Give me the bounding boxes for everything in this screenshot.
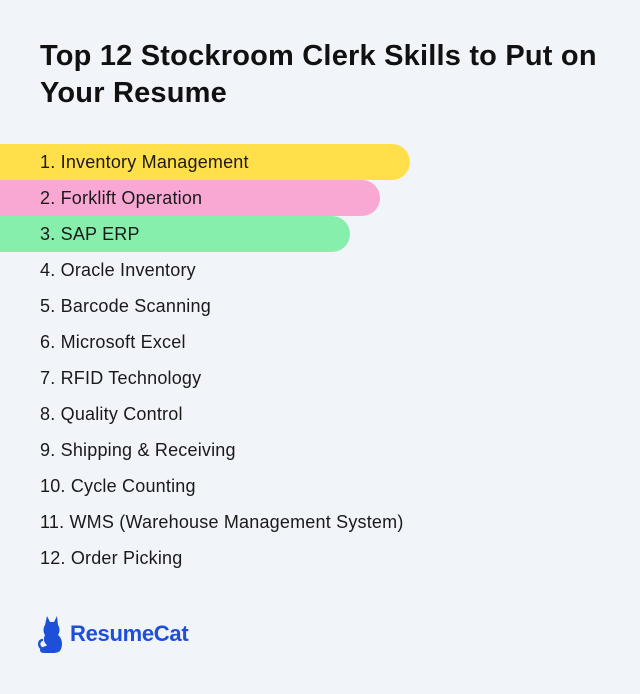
- skill-label: 3. SAP ERP: [40, 223, 140, 244]
- cat-icon: [38, 616, 62, 653]
- skill-item-9: 9. Shipping & Receiving: [0, 432, 640, 468]
- logo-text: ResumeCat: [70, 621, 189, 646]
- skill-item-11: 11. WMS (Warehouse Management System): [0, 504, 640, 540]
- skill-label: 7. RFID Technology: [40, 367, 202, 388]
- skill-item-3: 3. SAP ERP: [0, 216, 350, 252]
- skill-item-5: 5. Barcode Scanning: [0, 288, 640, 324]
- skill-item-1: 1. Inventory Management: [0, 144, 410, 180]
- skill-label: 2. Forklift Operation: [40, 187, 203, 208]
- skill-list: 1. Inventory Management 2. Forklift Oper…: [0, 144, 640, 576]
- skill-label: 10. Cycle Counting: [40, 475, 196, 496]
- skill-label: 5. Barcode Scanning: [40, 295, 211, 316]
- skill-item-4: 4. Oracle Inventory: [0, 252, 640, 288]
- skill-item-12: 12. Order Picking: [0, 540, 640, 576]
- skill-label: 9. Shipping & Receiving: [40, 439, 236, 460]
- skill-label: 6. Microsoft Excel: [40, 331, 186, 352]
- skill-label: 11. WMS (Warehouse Management System): [40, 511, 404, 532]
- skill-label: 4. Oracle Inventory: [40, 259, 196, 280]
- skill-label: 12. Order Picking: [40, 547, 183, 568]
- skill-item-2: 2. Forklift Operation: [0, 180, 380, 216]
- skill-item-8: 8. Quality Control: [0, 396, 640, 432]
- skill-item-10: 10. Cycle Counting: [0, 468, 640, 504]
- page-title: Top 12 Stockroom Clerk Skills to Put on …: [40, 40, 597, 109]
- skill-label: 1. Inventory Management: [40, 151, 249, 172]
- skill-item-7: 7. RFID Technology: [0, 360, 640, 396]
- skill-label: 8. Quality Control: [40, 403, 183, 424]
- skill-item-6: 6. Microsoft Excel: [0, 324, 640, 360]
- resumecat-logo: ResumeCat: [38, 614, 189, 654]
